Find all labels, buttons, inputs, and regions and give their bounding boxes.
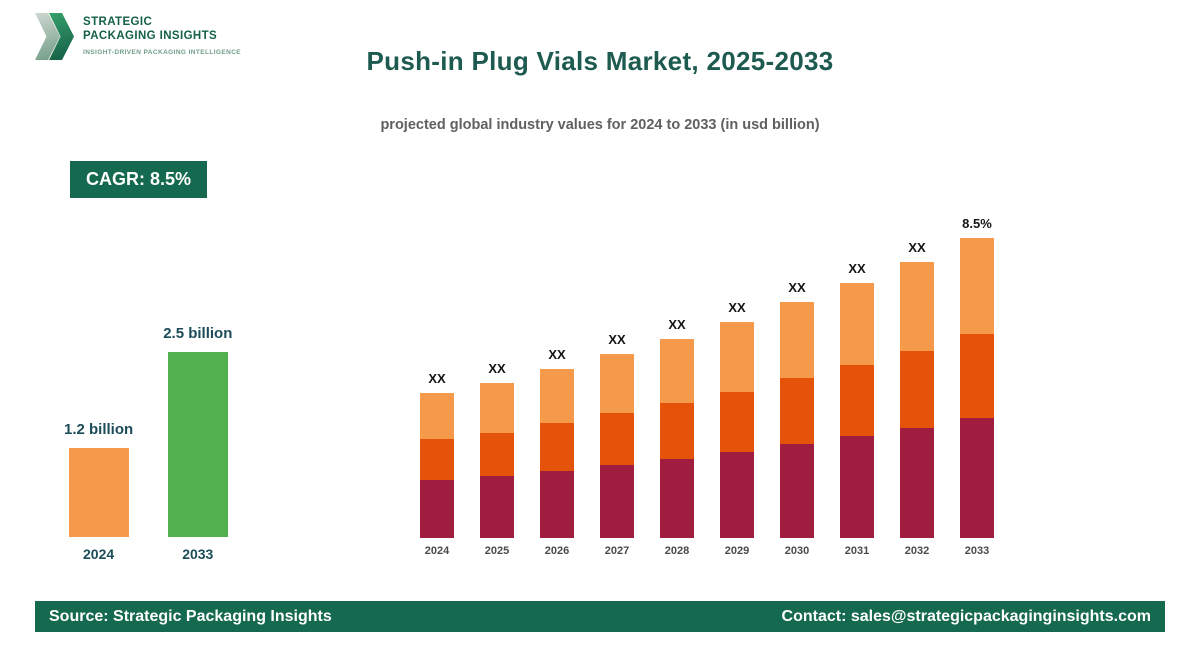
logo-name-line2: PACKAGING INSIGHTS [83, 29, 218, 42]
bar-top-label: XX [788, 280, 806, 295]
bar-year-label: 2027 [604, 545, 630, 557]
logo-text: STRATEGIC PACKAGING INSIGHTS INSIGHT-DRI… [83, 13, 241, 56]
bar-stack [840, 283, 874, 538]
bar-top-label: XX [668, 317, 686, 332]
summary-bar-group-2024: 1.2 billion 2024 [64, 421, 133, 562]
bar-top-label: XX [428, 371, 446, 386]
bar-segment-top [480, 383, 514, 433]
bar-group-2032: XX 2032 [900, 240, 934, 557]
bar-segment-top [600, 354, 634, 413]
bar-stack [780, 302, 814, 538]
bar-segment-middle [900, 351, 934, 428]
footer-bar: Source: Strategic Packaging Insights Con… [35, 601, 1165, 632]
summary-bar [167, 352, 228, 537]
logo-chevron-icon [35, 13, 75, 60]
bar-year-label: 2025 [484, 545, 510, 557]
bar-segment-top [840, 283, 874, 365]
bar-segment-top [720, 322, 754, 392]
bar-segment-bottom [960, 418, 994, 538]
cagr-badge: CAGR: 8.5% [70, 161, 208, 198]
bar-segment-middle [660, 403, 694, 459]
bar-year-label: 2028 [664, 545, 690, 557]
bar-stack [540, 369, 574, 538]
bar-year-label: 2031 [844, 545, 870, 557]
bar-stack [600, 354, 634, 538]
stacked-bar-chart: XX 2024 XX 2025 XX 2026 XX 2027 XX 2028 XX 2029 XX 20… [420, 216, 994, 557]
bar-segment-middle [480, 433, 514, 476]
footer-contact: Contact: sales@strategicpackaginginsight… [781, 607, 1151, 625]
bar-group-2026: XX 2026 [540, 347, 574, 557]
bar-group-2024: XX 2024 [420, 371, 454, 557]
summary-bar-chart: 1.2 billion 2024 2.5 billion 2033 [64, 325, 232, 562]
bar-top-label: XX [908, 240, 926, 255]
summary-value-label: 2.5 billion [163, 325, 233, 342]
summary-bar-group-2033: 2.5 billion 2033 [163, 325, 232, 562]
bar-top-label: XX [608, 332, 626, 347]
bar-group-2030: XX 2030 [780, 280, 814, 557]
page-subtitle: projected global industry values for 202… [380, 117, 820, 133]
bar-segment-middle [600, 413, 634, 465]
bar-top-label: XX [728, 300, 746, 315]
bar-segment-bottom [780, 444, 814, 538]
bar-segment-bottom [720, 452, 754, 538]
logo-name-line1: STRATEGIC [83, 16, 153, 28]
page-title: Push-in Plug Vials Market, 2025-2033 [366, 46, 834, 76]
logo-tagline: INSIGHT-DRIVEN PACKAGING INTELLIGENCE [83, 48, 242, 56]
bar-year-label: 2024 [424, 545, 450, 557]
bar-segment-top [660, 339, 694, 403]
summary-year-label: 2033 [182, 546, 214, 562]
bar-segment-bottom [660, 459, 694, 538]
bar-stack [420, 393, 454, 538]
summary-value-label: 1.2 billion [64, 421, 134, 438]
bar-year-label: 2032 [904, 545, 930, 557]
bar-segment-top [900, 262, 934, 351]
bar-segment-top [420, 393, 454, 439]
summary-year-label: 2024 [83, 546, 115, 562]
bar-segment-bottom [900, 428, 934, 538]
bar-year-label: 2029 [724, 545, 750, 557]
footer-source: Source: Strategic Packaging Insights [49, 607, 332, 625]
bar-year-label: 2033 [964, 545, 990, 557]
bar-stack [720, 322, 754, 538]
bar-year-label: 2030 [784, 545, 810, 557]
bar-segment-bottom [600, 465, 634, 538]
bar-top-label: XX [548, 347, 566, 362]
summary-bar [68, 448, 129, 537]
bar-segment-middle [720, 392, 754, 452]
bar-segment-middle [840, 365, 874, 436]
bar-segment-bottom [540, 471, 574, 538]
bar-top-label: XX [848, 261, 866, 276]
bar-top-label: 8.5% [962, 216, 992, 231]
bar-stack [960, 238, 994, 538]
bar-top-label: XX [488, 361, 506, 376]
bar-segment-top [540, 369, 574, 423]
bar-segment-top [780, 302, 814, 378]
logo: STRATEGIC PACKAGING INSIGHTS INSIGHT-DRI… [35, 13, 241, 60]
bar-segment-top [960, 238, 994, 334]
bar-segment-middle [780, 378, 814, 444]
bar-segment-bottom [420, 480, 454, 538]
bar-segment-middle [540, 423, 574, 471]
bar-year-label: 2026 [544, 545, 570, 557]
bar-segment-bottom [840, 436, 874, 538]
bar-group-2029: XX 2029 [720, 300, 754, 557]
bar-segment-bottom [480, 476, 514, 538]
bar-stack [900, 262, 934, 538]
bar-segment-middle [960, 334, 994, 418]
bar-group-2027: XX 2027 [600, 332, 634, 557]
bar-group-2031: XX 2031 [840, 261, 874, 557]
bar-segment-middle [420, 439, 454, 480]
bar-stack [660, 339, 694, 538]
bar-stack [480, 383, 514, 538]
bar-group-2033: 8.5% 2033 [960, 216, 994, 557]
bar-group-2025: XX 2025 [480, 361, 514, 557]
bar-group-2028: XX 2028 [660, 317, 694, 557]
